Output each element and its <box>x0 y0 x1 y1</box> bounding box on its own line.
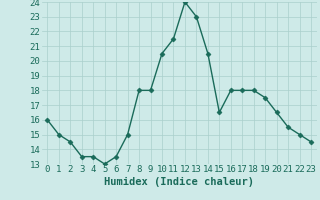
X-axis label: Humidex (Indice chaleur): Humidex (Indice chaleur) <box>104 177 254 187</box>
